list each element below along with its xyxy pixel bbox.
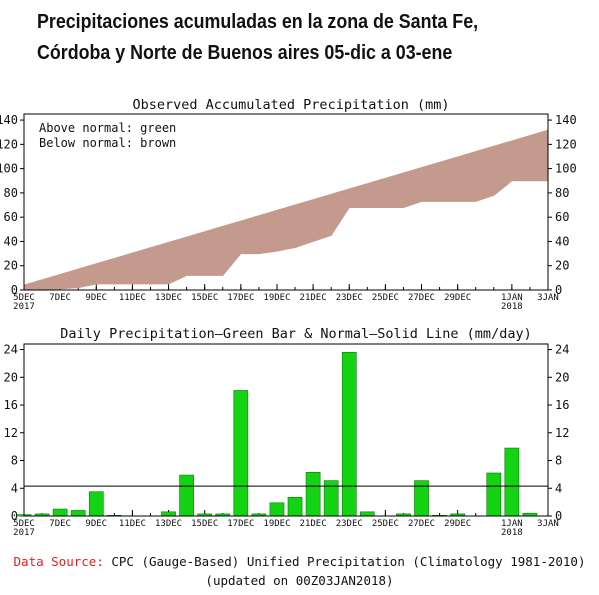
y-tick-label-left: 12 — [4, 426, 18, 440]
x-tick-label: 19DEC — [263, 293, 290, 303]
x-tick-label: 11DEC — [119, 293, 146, 303]
y-tick-label-left: 60 — [4, 210, 18, 224]
y-tick-label-right: 20 — [555, 259, 569, 273]
x-tick-label: 27DEC — [408, 519, 435, 529]
headline-line-2: Córdoba y Norte de Buenos aires 05-dic a… — [37, 41, 453, 64]
normal-line — [23, 129, 549, 286]
x-tick-label: 21DEC — [300, 293, 327, 303]
y-tick-label-right: 16 — [555, 398, 569, 412]
x-tick-sublabel: 2018 — [501, 302, 523, 312]
x-tick-label: 17DEC — [227, 519, 254, 529]
x-tick-label: 23DEC — [336, 519, 363, 529]
daily-bar — [179, 474, 194, 517]
legend-below-normal: Below normal: brown — [39, 136, 176, 150]
daily-bar — [70, 510, 86, 517]
x-tick-label: 3JAN — [537, 519, 559, 529]
y-tick-label-left: 20 — [4, 259, 18, 273]
updated-line: (updated on 00Z03JAN2018) — [205, 573, 394, 588]
daily-bar — [504, 447, 520, 517]
y-tick-label-left: 120 — [0, 137, 18, 151]
data-source-label: Data Source: — [13, 554, 104, 569]
y-tick-label-left: 20 — [4, 370, 18, 384]
y-tick-label-right: 60 — [555, 210, 569, 224]
chart-title: Daily Precipitation—Green Bar & Normal—S… — [60, 326, 531, 342]
daily-bar — [161, 511, 176, 517]
plot-frame — [23, 113, 549, 291]
x-tick-label: 15DEC — [191, 293, 218, 303]
x-tick-sublabel: 2018 — [501, 528, 523, 538]
y-tick-label-right: 80 — [555, 186, 569, 200]
x-tick-sublabel: 2017 — [13, 302, 35, 312]
x-tick-label: 25DEC — [372, 519, 399, 529]
x-tick-label: 7DEC — [49, 293, 71, 303]
daily-bar — [269, 502, 285, 517]
y-tick-label-left: 0 — [11, 283, 18, 297]
y-tick-label-right: 4 — [555, 481, 562, 495]
y-tick-label-left: 140 — [0, 113, 18, 127]
daily-bar — [52, 508, 68, 517]
x-tick-label: 5DEC — [13, 519, 35, 529]
x-tick-label: 1JAN — [501, 293, 523, 303]
x-tick-label: 27DEC — [408, 293, 435, 303]
y-tick-label-right: 20 — [555, 370, 569, 384]
data-source-text: CPC (Gauge-Based) Unified Precipitation … — [111, 554, 586, 569]
data-source-line: Data Source: CPC (Gauge-Based) Unified P… — [0, 554, 599, 569]
daily-bar — [88, 491, 104, 517]
y-tick-label-right: 24 — [555, 343, 569, 357]
chart-title: Observed Accumulated Precipitation (mm) — [133, 97, 450, 113]
y-tick-label-right: 0 — [555, 283, 562, 297]
x-tick-label: 21DEC — [300, 519, 327, 529]
observed-line — [24, 180, 548, 291]
accumulated-precipitation-chart: 0 0 20 20 40 40 60 60 80 80 100 100 120 120 140 140 5DEC… — [0, 97, 577, 312]
y-tick-label-right: 40 — [555, 234, 569, 248]
x-tick-label: 15DEC — [191, 519, 218, 529]
daily-bar — [305, 472, 321, 517]
daily-bar — [359, 511, 375, 517]
y-tick-label-left: 16 — [4, 398, 18, 412]
x-tick-label: 7DEC — [49, 519, 71, 529]
headline: Precipitaciones acumuladas en la zona de… — [37, 6, 520, 68]
below-normal-area — [24, 130, 548, 290]
y-tick-label-left: 0 — [11, 509, 18, 523]
x-tick-label: 9DEC — [85, 519, 107, 529]
x-tick-label: 23DEC — [336, 293, 363, 303]
headline-line-1: Precipitaciones acumuladas en la zona de… — [37, 10, 479, 33]
y-tick-label-right: 120 — [555, 137, 577, 151]
x-tick-label: 29DEC — [444, 293, 471, 303]
daily-bar — [341, 352, 357, 517]
daily-bar — [233, 390, 249, 517]
y-tick-label-left: 4 — [11, 481, 18, 495]
y-tick-label-left: 80 — [4, 186, 18, 200]
x-tick-label: 17DEC — [227, 293, 254, 303]
y-tick-label-right: 140 — [555, 113, 577, 127]
y-tick-label-right: 8 — [555, 454, 562, 468]
plot-frame — [23, 343, 549, 517]
x-tick-label: 3JAN — [537, 293, 559, 303]
y-tick-label-right: 12 — [555, 426, 569, 440]
legend-above-normal: Above normal: green — [39, 121, 176, 135]
x-tick-label: 29DEC — [444, 519, 471, 529]
x-tick-label: 13DEC — [155, 293, 182, 303]
y-tick-label-right: 0 — [555, 509, 562, 523]
x-tick-label: 9DEC — [85, 293, 107, 303]
y-tick-label-left: 24 — [4, 343, 18, 357]
daily-bar — [486, 472, 502, 517]
y-tick-label-left: 40 — [4, 234, 18, 248]
y-tick-label-left: 8 — [11, 454, 18, 468]
y-tick-label-right: 100 — [555, 162, 577, 176]
x-tick-label: 13DEC — [155, 519, 182, 529]
x-tick-label: 25DEC — [372, 293, 399, 303]
x-tick-label: 5DEC — [13, 293, 35, 303]
x-tick-label: 19DEC — [263, 519, 290, 529]
y-tick-label-left: 100 — [0, 162, 18, 176]
x-tick-sublabel: 2017 — [13, 528, 35, 538]
daily-bar — [287, 496, 303, 517]
x-tick-label: 1JAN — [501, 519, 523, 529]
x-tick-label: 11DEC — [119, 519, 146, 529]
